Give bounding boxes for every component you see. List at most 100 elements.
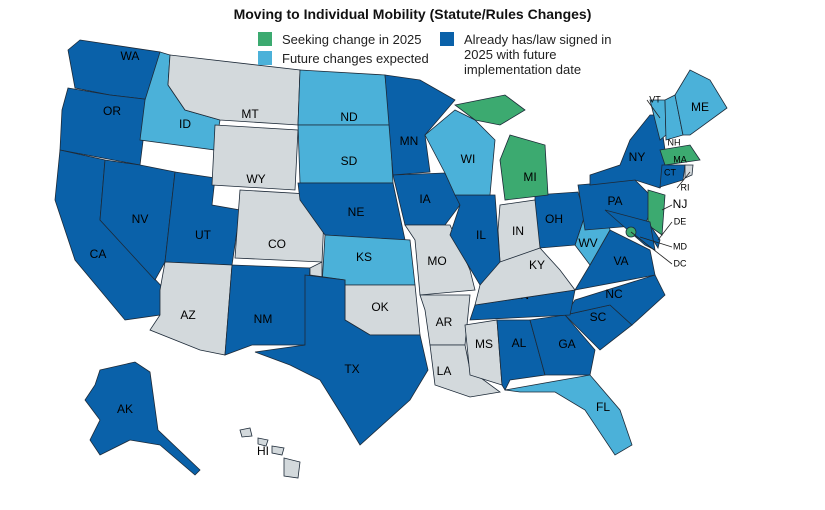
state-vt[interactable]: VT bbox=[646, 94, 667, 141]
state-ne[interactable]: NE bbox=[297, 182, 406, 241]
state-shape[interactable] bbox=[283, 457, 301, 479]
state-label: NM bbox=[254, 312, 273, 326]
state-ks[interactable]: KS bbox=[321, 234, 416, 286]
state-label: WI bbox=[461, 152, 476, 166]
state-ak[interactable]: AK bbox=[84, 361, 201, 476]
state-label: MA bbox=[673, 154, 687, 164]
state-label: NJ bbox=[673, 197, 688, 211]
state-wy[interactable]: WY bbox=[211, 124, 299, 191]
state-shape[interactable] bbox=[504, 374, 633, 456]
state-tx[interactable]: TX bbox=[254, 274, 429, 446]
leader-line bbox=[676, 171, 691, 189]
legend-label: Future changes expected bbox=[282, 51, 429, 66]
state-label: VA bbox=[613, 254, 628, 268]
state-me[interactable]: ME bbox=[674, 69, 728, 136]
state-label: KS bbox=[356, 250, 372, 264]
state-label: LA bbox=[437, 364, 452, 378]
state-az[interactable]: AZ bbox=[149, 261, 233, 356]
state-label: HI bbox=[257, 444, 269, 458]
state-shape[interactable] bbox=[211, 124, 299, 191]
state-fl[interactable]: FL bbox=[504, 374, 633, 456]
state-ia[interactable]: IA bbox=[392, 172, 461, 226]
state-shape[interactable] bbox=[224, 264, 311, 356]
state-label: IN bbox=[512, 224, 524, 238]
state-label: ND bbox=[340, 110, 358, 124]
state-shape[interactable] bbox=[674, 69, 728, 136]
state-hi[interactable]: HI bbox=[239, 427, 301, 479]
state-label: MI bbox=[523, 170, 536, 184]
state-shape[interactable] bbox=[424, 109, 496, 196]
state-ma[interactable]: MA bbox=[659, 144, 701, 166]
state-il[interactable]: IL bbox=[449, 194, 501, 286]
state-label: PA bbox=[607, 194, 622, 208]
state-shape[interactable] bbox=[271, 445, 285, 456]
state-nj[interactable]: NJ bbox=[647, 189, 688, 236]
state-shape[interactable] bbox=[464, 319, 503, 386]
state-label: MO bbox=[427, 254, 446, 268]
state-shape[interactable] bbox=[589, 114, 666, 189]
state-shape[interactable] bbox=[84, 361, 201, 476]
state-label: OR bbox=[103, 104, 121, 118]
state-nd[interactable]: ND bbox=[297, 69, 391, 126]
state-ny[interactable]: NY bbox=[589, 114, 666, 189]
legend-item-already: Already has/law signed in 2025 with futu… bbox=[440, 32, 620, 77]
state-ri[interactable]: RI bbox=[676, 164, 694, 192]
state-ga[interactable]: GA bbox=[529, 314, 596, 376]
state-or[interactable]: OR bbox=[59, 87, 153, 166]
map-title: Moving to Individual Mobility (Statute/R… bbox=[233, 6, 592, 22]
state-label: TX bbox=[344, 362, 359, 376]
state-shape[interactable] bbox=[254, 274, 429, 446]
state-label: AL bbox=[512, 336, 527, 350]
state-ar[interactable]: AR bbox=[419, 294, 471, 346]
state-mt[interactable]: MT bbox=[167, 54, 301, 126]
state-shape[interactable] bbox=[499, 134, 549, 201]
state-label: NE bbox=[348, 205, 365, 219]
state-shape[interactable] bbox=[59, 87, 153, 166]
state-mi[interactable]: MI bbox=[454, 94, 549, 201]
state-dc[interactable]: DC bbox=[625, 226, 687, 268]
state-label: DE bbox=[674, 216, 687, 226]
state-label: KY bbox=[529, 258, 545, 272]
state-nm[interactable]: NM bbox=[224, 264, 311, 356]
state-label: AZ bbox=[180, 308, 195, 322]
state-shape[interactable] bbox=[392, 172, 461, 226]
state-oh[interactable]: OH bbox=[534, 191, 586, 249]
state-label: WV bbox=[578, 236, 597, 250]
state-label: DC bbox=[674, 258, 687, 268]
state-label: MN bbox=[400, 134, 419, 148]
state-shape[interactable] bbox=[684, 164, 694, 179]
state-label: SC bbox=[590, 310, 607, 324]
state-label: OK bbox=[371, 300, 388, 314]
state-label: SD bbox=[341, 154, 358, 168]
state-in[interactable]: IN bbox=[497, 199, 541, 263]
legend-swatch-future bbox=[258, 51, 272, 65]
state-shape[interactable] bbox=[454, 94, 526, 126]
state-label: CA bbox=[90, 247, 107, 261]
state-label: MS bbox=[475, 337, 493, 351]
state-ms[interactable]: MS bbox=[464, 319, 503, 386]
state-co[interactable]: CO bbox=[234, 189, 326, 263]
state-label: UT bbox=[195, 228, 212, 242]
state-label: IA bbox=[419, 192, 430, 206]
state-shape[interactable] bbox=[239, 427, 253, 438]
state-nc[interactable]: NC bbox=[564, 274, 666, 326]
state-label: IL bbox=[476, 228, 486, 242]
leader-line bbox=[657, 221, 673, 241]
legend-swatch-already bbox=[440, 32, 454, 46]
state-wi[interactable]: WI bbox=[424, 109, 496, 196]
state-sd[interactable]: SD bbox=[297, 124, 394, 184]
state-label: AK bbox=[117, 402, 133, 416]
state-shape[interactable] bbox=[497, 199, 541, 263]
state-shape[interactable] bbox=[429, 344, 502, 398]
state-label: NV bbox=[132, 212, 149, 226]
state-la[interactable]: LA bbox=[429, 344, 502, 398]
legend-label: Seeking change in 2025 bbox=[282, 32, 422, 47]
state-shape[interactable] bbox=[257, 437, 269, 447]
state-shape[interactable] bbox=[659, 144, 701, 166]
state-shape[interactable] bbox=[449, 194, 501, 286]
state-label: ME bbox=[691, 100, 709, 114]
state-shape[interactable] bbox=[564, 274, 666, 326]
legend-item-seeking: Seeking change in 2025 bbox=[258, 32, 422, 47]
state-label: FL bbox=[596, 400, 610, 414]
leader-line bbox=[630, 231, 673, 265]
